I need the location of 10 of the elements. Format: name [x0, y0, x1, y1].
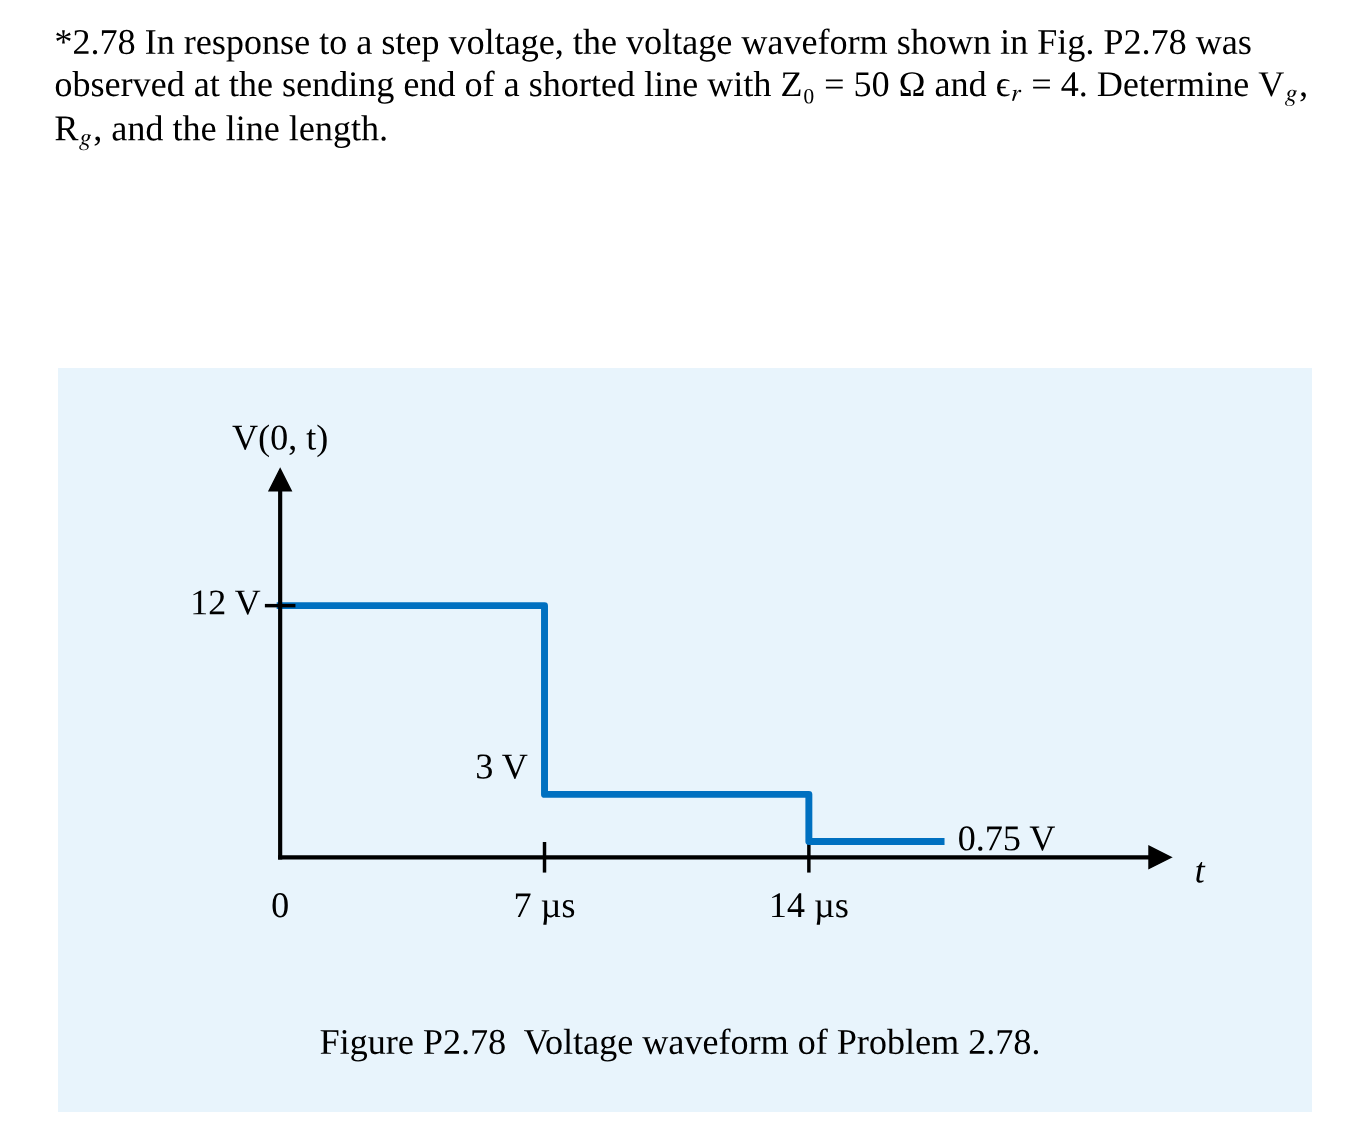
x-tick-label: 7 µs: [515, 893, 575, 925]
data-label: 0.75 V: [959, 826, 1055, 851]
x-tick-label: 14 µs: [772, 893, 848, 925]
x-tick-label: 0: [272, 893, 288, 918]
x-axis-title: t: [1196, 862, 1206, 883]
caption: Figure P2.78 Voltage waveform of Problem 2.78.: [320, 1028, 1039, 1062]
y-axis-title: V(0, t): [232, 424, 327, 458]
data-label: 3 V: [477, 754, 528, 779]
chart-title: *2.78 In response to a step voltage, the voltage waveform shown in Fig. P2.78 was observed at the sending end of a shorted line with Z₀ = 50 Ω and ϵ$_{r}$ = 4. Determine V$_{g}$, R$_{g}$, and the line length.: [55, 28, 1306, 151]
data-label: 12 V: [193, 590, 261, 615]
